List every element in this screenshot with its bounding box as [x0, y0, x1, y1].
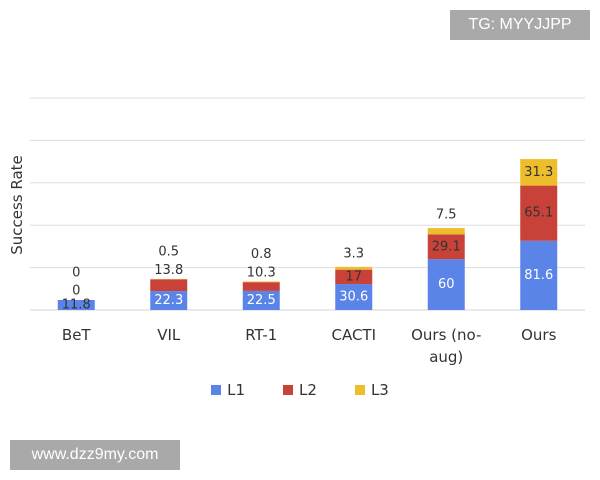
bar-l2: [520, 185, 558, 241]
data-label-l1: 11.8: [62, 297, 91, 312]
data-label-l2: 13.8: [154, 263, 183, 278]
bar-l1: [520, 240, 558, 310]
bar-l1: [335, 284, 373, 310]
legend-item-l2[interactable]: L2: [283, 381, 317, 399]
x-tick-label: Ours (no-: [411, 326, 481, 344]
data-label-l1: 30.6: [339, 290, 368, 305]
data-label-l2: 0: [72, 283, 80, 298]
x-tick-label: Ours: [521, 326, 556, 344]
legend-label-l1: L1: [227, 381, 246, 399]
data-label-l3: 3.3: [343, 246, 364, 261]
bar-l2: [427, 234, 465, 260]
legend-item-l3[interactable]: L3: [354, 381, 389, 399]
data-label-l1: 81.6: [524, 268, 553, 283]
legend-swatch-l1: [211, 385, 222, 395]
data-label-l2: 17: [345, 269, 362, 284]
bar-l2: [242, 282, 280, 291]
data-label-l3: 7.5: [436, 208, 457, 223]
data-label-l3: 0.5: [158, 244, 179, 259]
x-tick-label: RT-1: [245, 326, 277, 344]
y-axis-label: Success Rate: [8, 155, 26, 255]
gridlines: [30, 97, 585, 311]
data-label-l2: 65.1: [524, 206, 553, 221]
bar-l3: [242, 281, 280, 283]
legend-swatch-l2: [283, 385, 294, 395]
bars: [57, 159, 558, 310]
x-tick-labels: BeT VIL RT-1 CACTI Ours (no-aug) Ours: [62, 326, 557, 366]
bar-l2: [335, 269, 373, 285]
legend: L1 L2 L3: [0, 378, 600, 402]
x-tick-label: aug): [429, 348, 463, 366]
legend-label-l3: L3: [370, 381, 389, 399]
data-label-l1: 22.3: [154, 293, 183, 308]
legend-item-l1[interactable]: L1: [211, 381, 245, 399]
data-label-l2: 29.1: [432, 239, 461, 254]
legend-swatch-l3: [354, 385, 365, 395]
bar-l3: [520, 159, 558, 186]
bar-l3: [427, 228, 465, 235]
bar-l1: [242, 290, 280, 310]
data-label-l3: 31.3: [524, 165, 553, 180]
watermark-bottom: www.dzz9my.com: [10, 440, 180, 470]
bar-l1: [427, 259, 465, 310]
bar-l2: [150, 279, 188, 292]
data-label-l3: 0: [72, 265, 80, 280]
legend-label-l2: L2: [299, 381, 317, 399]
data-labels: 11.80022.313.80.522.510.30.830.6173.3602…: [62, 165, 553, 313]
bar-l1: [150, 291, 188, 310]
data-label-l3: 0.8: [251, 247, 272, 262]
data-label-l2: 10.3: [247, 266, 276, 281]
x-tick-label: BeT: [62, 326, 92, 344]
data-label-l1: 22.5: [247, 293, 276, 308]
data-label-l1: 60: [438, 277, 455, 292]
x-tick-label: VIL: [157, 326, 181, 344]
bar-l3: [335, 266, 373, 270]
bar-l1: [57, 299, 95, 310]
watermark-top: TG: MYYJJPP: [450, 10, 590, 40]
x-tick-label: CACTI: [331, 326, 376, 344]
